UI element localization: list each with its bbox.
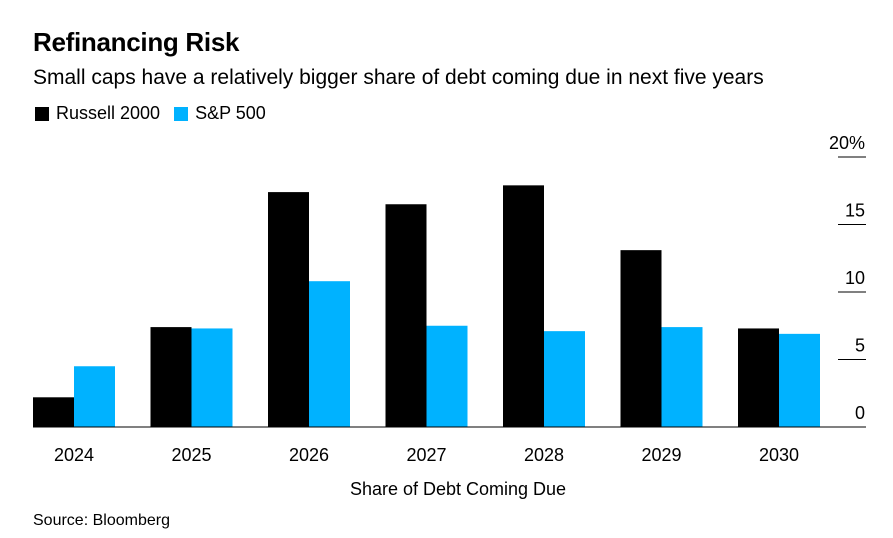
bar-sp500-2029 [661, 327, 703, 427]
bar-russell-2028 [503, 185, 544, 427]
y-tick-label: 10 [845, 268, 865, 288]
x-axis-title: Share of Debt Coming Due [350, 479, 566, 499]
y-tick-label: 15 [845, 201, 865, 221]
y-tick-label: 20% [829, 133, 865, 153]
bar-russell-2027 [385, 204, 427, 427]
y-tick-label: 0 [855, 403, 865, 423]
x-tick-label: 2029 [641, 445, 681, 465]
x-tick-label: 2030 [759, 445, 799, 465]
x-tick-label: 2026 [289, 445, 329, 465]
bar-sp500-2030 [779, 333, 820, 427]
bar-russell-2025 [150, 327, 192, 427]
x-tick-label: 2024 [54, 445, 94, 465]
legend-swatch-sp500 [174, 106, 189, 121]
bar-russell-2030 [738, 328, 779, 427]
legend-item-russell: Russell 2000 [35, 103, 160, 124]
chart-title: Refinancing Risk [33, 27, 240, 57]
legend-swatch-russell [35, 106, 49, 121]
bar-russell-2024 [33, 397, 74, 427]
bar-sp500-2024 [74, 366, 115, 427]
bar-sp500-2025 [191, 328, 233, 427]
source-note: Source: Bloomberg [33, 512, 170, 529]
bar-sp500-2027 [426, 325, 468, 427]
y-tick-label: 5 [855, 336, 865, 356]
x-tick-label: 2025 [171, 445, 211, 465]
x-tick-label: 2027 [406, 445, 446, 465]
bars [33, 185, 820, 427]
legend-label-sp500: S&P 500 [195, 103, 266, 123]
bar-sp500-2028 [544, 331, 585, 427]
legend: Russell 2000 S&P 500 [35, 103, 280, 124]
chart-subtitle: Small caps have a relatively bigger shar… [33, 66, 764, 89]
legend-label-russell: Russell 2000 [56, 103, 161, 123]
bar-russell-2026 [268, 192, 309, 427]
x-tick-label: 2028 [524, 445, 564, 465]
bar-sp500-2026 [309, 281, 350, 427]
bar-russell-2029 [620, 250, 662, 427]
x-axis: 2024 2025 2026 2027 2028 2029 2030 [54, 445, 799, 465]
y-axis: 0 5 10 15 20% [829, 133, 866, 423]
legend-item-sp500: S&P 500 [174, 103, 266, 124]
